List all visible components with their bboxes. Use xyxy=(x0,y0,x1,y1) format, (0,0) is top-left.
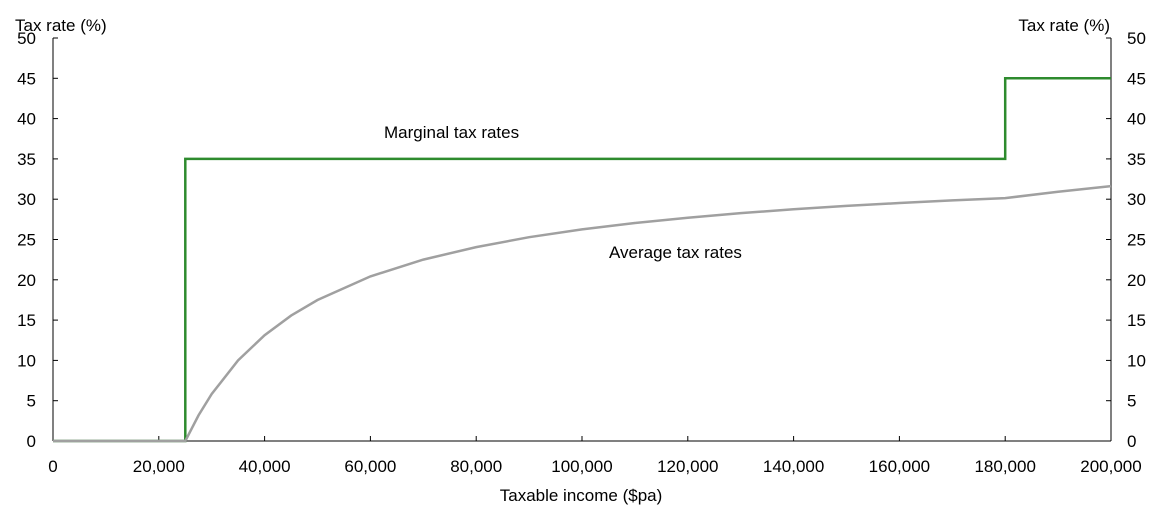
left-y-tick-label: 35 xyxy=(17,150,36,169)
right-y-tick-label: 30 xyxy=(1127,190,1146,209)
right-y-tick-label: 15 xyxy=(1127,311,1146,330)
left-y-tick-label: 5 xyxy=(27,392,36,411)
x-tick-label: 180,000 xyxy=(974,457,1035,476)
x-axis-title: Taxable income ($pa) xyxy=(500,486,663,505)
left-y-axis-title: Tax rate (%) xyxy=(15,16,107,35)
right-y-tick-label: 35 xyxy=(1127,150,1146,169)
left-y-tick-label: 40 xyxy=(17,110,36,129)
average-tax-rate-line xyxy=(53,184,1112,443)
series-layer xyxy=(53,77,1112,443)
right-y-tick-label: 25 xyxy=(1127,231,1146,250)
x-tick-label: 140,000 xyxy=(763,457,824,476)
x-tick-label: 100,000 xyxy=(551,457,612,476)
left-y-tick-label: 25 xyxy=(17,231,36,250)
left-y-tick-label: 20 xyxy=(17,271,36,290)
left-y-tick-label: 50 xyxy=(17,29,36,48)
marginal-series-label: Marginal tax rates xyxy=(384,123,519,142)
right-y-tick-label: 20 xyxy=(1127,271,1146,290)
right-y-tick-label: 5 xyxy=(1127,392,1136,411)
x-tick-label: 60,000 xyxy=(344,457,396,476)
right-y-tick-label: 0 xyxy=(1127,432,1136,451)
left-y-tick-label: 30 xyxy=(17,190,36,209)
x-tick-label: 40,000 xyxy=(239,457,291,476)
left-y-tick-label: 10 xyxy=(17,351,36,370)
left-y-tick-label: 15 xyxy=(17,311,36,330)
x-tick-label: 80,000 xyxy=(450,457,502,476)
right-y-tick-label: 10 xyxy=(1127,351,1146,370)
x-tick-label: 120,000 xyxy=(657,457,718,476)
left-y-tick-label: 45 xyxy=(17,69,36,88)
x-tick-label: 20,000 xyxy=(133,457,185,476)
x-tick-label: 200,000 xyxy=(1080,457,1141,476)
left-y-tick-label: 0 xyxy=(27,432,36,451)
marginal-tax-rate-line xyxy=(53,77,1111,443)
right-y-axis-title: Tax rate (%) xyxy=(1018,16,1110,35)
average-series-label: Average tax rates xyxy=(609,243,742,262)
right-y-tick-label: 40 xyxy=(1127,110,1146,129)
axes xyxy=(52,38,1112,442)
right-y-tick-label: 45 xyxy=(1127,69,1146,88)
x-tick-label: 160,000 xyxy=(869,457,930,476)
x-tick-label: 0 xyxy=(48,457,57,476)
right-y-tick-label: 50 xyxy=(1127,29,1146,48)
